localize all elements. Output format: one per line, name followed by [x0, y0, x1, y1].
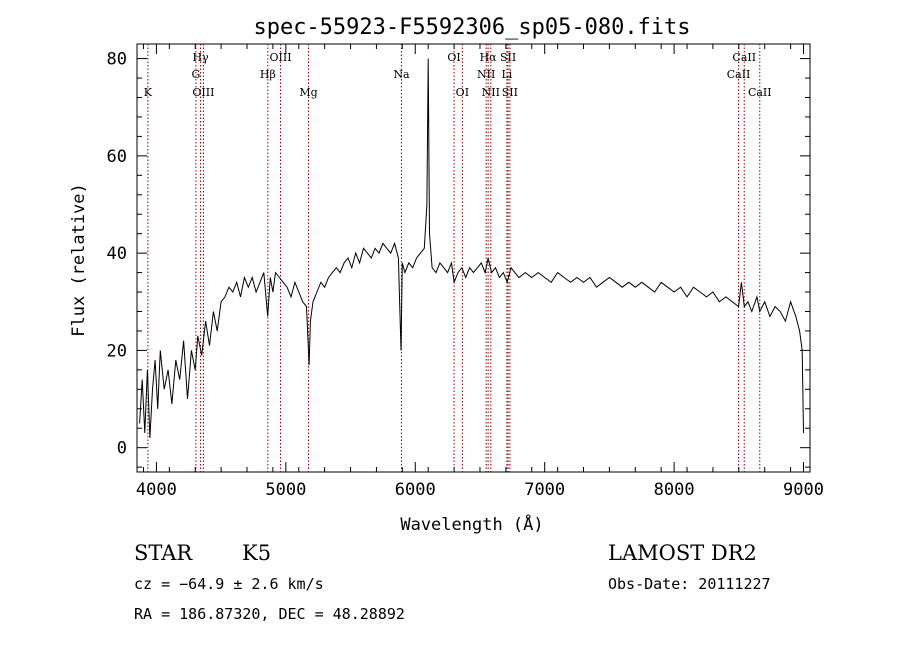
- line-label-18: CaII: [748, 86, 772, 99]
- line-label-6: Mg: [299, 86, 317, 99]
- plot-frame: [136, 43, 811, 473]
- line-label-4: OIII: [269, 51, 291, 64]
- x-tick-label-2: 6000: [395, 480, 436, 500]
- line-label-12: NII: [477, 68, 495, 81]
- object-subclass: K5: [242, 541, 271, 565]
- line-label-2: G: [191, 68, 200, 81]
- line-label-17: CaII: [727, 68, 751, 81]
- line-label-15: SII: [502, 86, 518, 99]
- line-label-3: OIII: [192, 86, 214, 99]
- spectrum-series-line: [139, 58, 804, 439]
- survey-name: LAMOST DR2: [608, 541, 757, 565]
- observation-date: Obs-Date: 20111227: [608, 575, 771, 593]
- chart-title: spec-55923-F5592306_sp05-080.fits: [253, 15, 690, 40]
- line-label-10: Hα: [480, 51, 498, 64]
- y-tick-label-1: 20: [107, 341, 127, 361]
- coordinates: RA = 186.87320, DEC = 48.28892: [134, 605, 405, 623]
- x-tick-label-4: 8000: [654, 480, 695, 500]
- x-tick-label-0: 4000: [136, 480, 177, 500]
- line-label-16: CaII: [732, 51, 756, 64]
- y-tick-label-0: 0: [117, 439, 127, 459]
- x-tick-label-3: 7000: [524, 480, 565, 500]
- object-class: STAR: [134, 541, 193, 565]
- line-label-8: OI: [447, 51, 460, 64]
- y-tick-label-2: 40: [107, 244, 127, 264]
- x-axis-label: Wavelength (Å): [400, 513, 543, 535]
- tick-labels: 4000 5000 6000 7000 8000 9000 0 20 40 60 80: [107, 50, 824, 500]
- x-tick-label-5: 9000: [783, 480, 824, 500]
- axis-ticks: [137, 44, 810, 472]
- y-tick-label-4: 80: [107, 50, 127, 70]
- y-tick-label-3: 60: [107, 147, 127, 167]
- line-label-0: K: [144, 86, 153, 99]
- line-label-5: Hβ: [260, 68, 276, 81]
- line-label-9: OI: [456, 86, 469, 99]
- line-label-7: Na: [393, 68, 410, 81]
- line-label-14: NII: [482, 86, 500, 99]
- redshift-velocity: cz = −64.9 ± 2.6 km/s: [134, 575, 324, 593]
- line-label-13: Li: [501, 68, 512, 81]
- line-label-1: Hγ: [192, 51, 209, 64]
- y-axis-label: Flux (relative): [69, 183, 89, 337]
- line-label-11: SII: [500, 51, 516, 64]
- x-tick-label-1: 5000: [265, 480, 306, 500]
